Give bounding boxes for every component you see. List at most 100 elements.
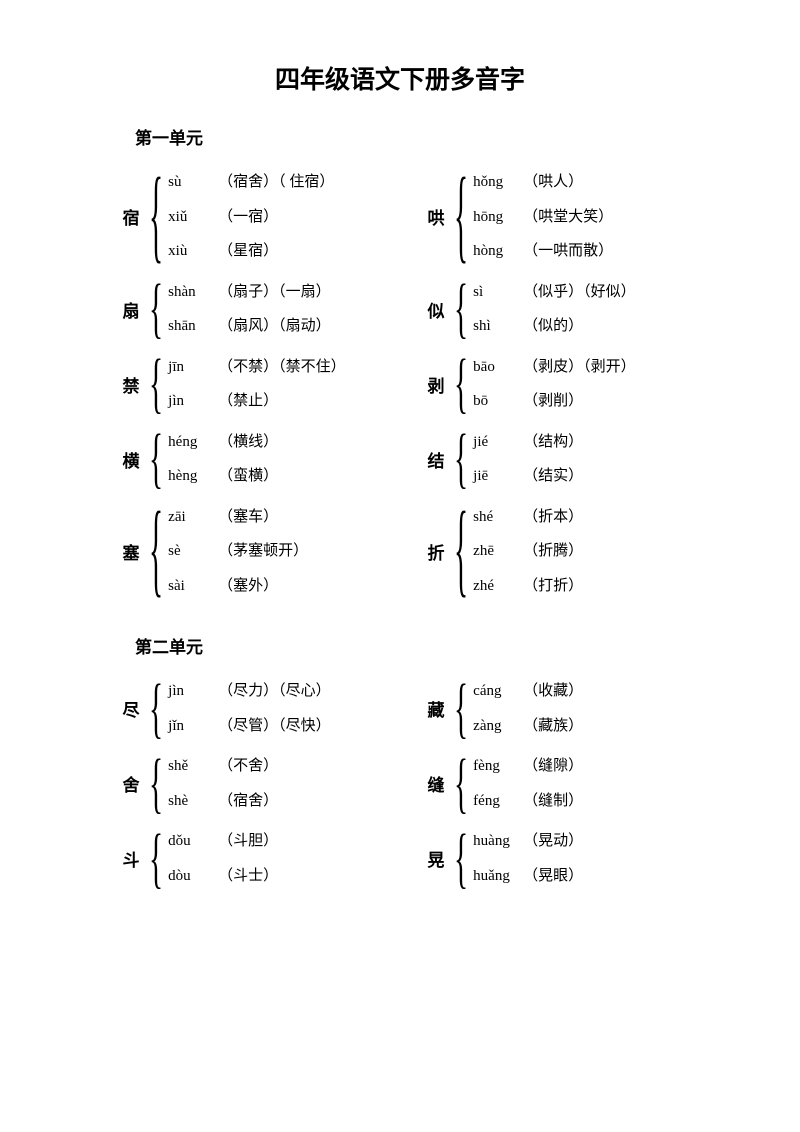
reading-line: jìn （尽力）（尽心） bbox=[168, 674, 331, 709]
reading-line: bāo （剥皮）（剥开） bbox=[473, 350, 636, 385]
brace-icon: { bbox=[149, 750, 163, 817]
brace-icon: { bbox=[454, 350, 468, 417]
examples: （折腾） bbox=[523, 534, 583, 569]
pinyin: shì bbox=[473, 309, 523, 344]
pinyin: jìn bbox=[168, 674, 218, 709]
character: 藏 bbox=[425, 696, 447, 721]
char-entry: 缝{fèng（缝隙）féng（缝制） bbox=[425, 749, 730, 818]
readings-list: fèng（缝隙）féng（缝制） bbox=[473, 749, 583, 818]
entry-row: 宿{sù（宿舍）（ 住宿）xiǔ（一宿）xiù（星宿）哄{hǒng（哄人）hōn… bbox=[70, 165, 730, 269]
brace-icon: { bbox=[149, 350, 163, 417]
reading-line: hòng（一哄而散） bbox=[473, 234, 613, 269]
examples: （塞外） bbox=[218, 569, 278, 604]
char-entry: 藏{cáng （收藏）zàng （藏族） bbox=[425, 674, 730, 743]
brace-icon: { bbox=[454, 750, 468, 817]
character: 似 bbox=[425, 297, 447, 322]
brace-icon: { bbox=[454, 825, 468, 892]
brace-icon: { bbox=[149, 275, 163, 342]
section-header: 第二单元 bbox=[135, 633, 730, 658]
pinyin: bāo bbox=[473, 350, 523, 385]
examples: （禁止） bbox=[218, 384, 278, 419]
reading-line: sài （塞外） bbox=[168, 569, 308, 604]
examples: （剥削） bbox=[523, 384, 583, 419]
reading-line: fèng（缝隙） bbox=[473, 749, 583, 784]
reading-line: jié （结构） bbox=[473, 425, 583, 460]
pinyin: dòu bbox=[168, 859, 218, 894]
char-entry: 似{sì （似乎）（好似）shì （似的） bbox=[425, 275, 730, 344]
examples: （宿舍） bbox=[218, 784, 278, 819]
examples: （剥皮）（剥开） bbox=[523, 350, 636, 385]
pinyin: sè bbox=[168, 534, 218, 569]
reading-line: shì （似的） bbox=[473, 309, 636, 344]
readings-list: jīn （不禁）（禁不住）jìn （禁止） bbox=[168, 350, 346, 419]
character: 结 bbox=[425, 447, 447, 472]
character: 禁 bbox=[120, 372, 142, 397]
char-entry: 折{shé （折本）zhē （折腾）zhé （打折） bbox=[425, 500, 730, 604]
pinyin: dǒu bbox=[168, 824, 218, 859]
examples: （蛮横） bbox=[218, 459, 278, 494]
readings-list: jié （结构）jiē （结实） bbox=[473, 425, 583, 494]
reading-line: shé （折本） bbox=[473, 500, 583, 535]
readings-list: sù（宿舍）（ 住宿）xiǔ（一宿）xiù（星宿） bbox=[168, 165, 334, 269]
reading-line: dǒu （斗胆） bbox=[168, 824, 278, 859]
examples: （藏族） bbox=[523, 709, 583, 744]
character: 扇 bbox=[120, 297, 142, 322]
brace-icon: { bbox=[454, 275, 468, 342]
reading-line: sù（宿舍）（ 住宿） bbox=[168, 165, 334, 200]
reading-line: féng（缝制） bbox=[473, 784, 583, 819]
character: 晃 bbox=[425, 846, 447, 871]
brace-icon: { bbox=[149, 825, 163, 892]
brace-icon: { bbox=[454, 675, 468, 742]
pinyin: shé bbox=[473, 500, 523, 535]
pinyin: xiù bbox=[168, 234, 218, 269]
examples: （斗士） bbox=[218, 859, 278, 894]
pinyin: shě bbox=[168, 749, 218, 784]
readings-list: jìn （尽力）（尽心）jǐn （尽管）（尽快） bbox=[168, 674, 331, 743]
entry-row: 扇{shàn（扇子）（一扇）shān（扇风）（扇动）似{sì （似乎）（好似）s… bbox=[70, 275, 730, 344]
character: 塞 bbox=[120, 539, 142, 564]
pinyin: zhē bbox=[473, 534, 523, 569]
examples: （斗胆） bbox=[218, 824, 278, 859]
examples: （一宿） bbox=[218, 200, 278, 235]
section: 第二单元尽{jìn （尽力）（尽心）jǐn （尽管）（尽快）藏{cáng （收藏… bbox=[70, 633, 730, 893]
content-area: 第一单元宿{sù（宿舍）（ 住宿）xiǔ（一宿）xiù（星宿）哄{hǒng（哄人… bbox=[70, 124, 730, 893]
reading-line: huǎng（晃眼） bbox=[473, 859, 583, 894]
examples: （宿舍）（ 住宿） bbox=[218, 165, 334, 200]
brace-icon: { bbox=[149, 675, 163, 742]
reading-line: shè （宿舍） bbox=[168, 784, 278, 819]
reading-line: huàng（晃动） bbox=[473, 824, 583, 859]
reading-line: xiù（星宿） bbox=[168, 234, 334, 269]
entry-row: 禁{jīn （不禁）（禁不住）jìn （禁止）剥{bāo （剥皮）（剥开）bō … bbox=[70, 350, 730, 419]
reading-line: jīn （不禁）（禁不住） bbox=[168, 350, 346, 385]
pinyin: jiē bbox=[473, 459, 523, 494]
entry-row: 尽{jìn （尽力）（尽心）jǐn （尽管）（尽快）藏{cáng （收藏）zàn… bbox=[70, 674, 730, 743]
character: 折 bbox=[425, 539, 447, 564]
reading-line: zàng （藏族） bbox=[473, 709, 583, 744]
character: 尽 bbox=[120, 696, 142, 721]
char-entry: 剥{bāo （剥皮）（剥开）bō （剥削） bbox=[425, 350, 730, 419]
readings-list: bāo （剥皮）（剥开）bō （剥削） bbox=[473, 350, 636, 419]
character: 宿 bbox=[120, 204, 142, 229]
examples: （横线） bbox=[218, 425, 278, 460]
pinyin: zhé bbox=[473, 569, 523, 604]
readings-list: zāi （塞车）sè （茅塞顿开）sài （塞外） bbox=[168, 500, 308, 604]
examples: （缝制） bbox=[523, 784, 583, 819]
char-entry: 舍{shě （不舍）shè （宿舍） bbox=[120, 749, 425, 818]
readings-list: huàng（晃动）huǎng（晃眼） bbox=[473, 824, 583, 893]
examples: （尽管）（尽快） bbox=[218, 709, 331, 744]
brace-icon: { bbox=[149, 499, 163, 604]
examples: （晃眼） bbox=[523, 859, 583, 894]
reading-line: shān（扇风）（扇动） bbox=[168, 309, 331, 344]
pinyin: zàng bbox=[473, 709, 523, 744]
reading-line: shàn（扇子）（一扇） bbox=[168, 275, 331, 310]
char-entry: 哄{hǒng（哄人）hōng（哄堂大笑）hòng（一哄而散） bbox=[425, 165, 730, 269]
examples: （似乎）（好似） bbox=[523, 275, 636, 310]
reading-line: zāi （塞车） bbox=[168, 500, 308, 535]
pinyin: jìn bbox=[168, 384, 218, 419]
page-title: 四年级语文下册多音字 bbox=[70, 60, 730, 96]
reading-line: xiǔ（一宿） bbox=[168, 200, 334, 235]
char-entry: 尽 {jìn （尽力）（尽心）jǐn （尽管）（尽快） bbox=[120, 674, 425, 743]
char-entry: 晃 {huàng（晃动）huǎng（晃眼） bbox=[425, 824, 730, 893]
examples: （收藏） bbox=[523, 674, 583, 709]
readings-list: shé （折本）zhē （折腾）zhé （打折） bbox=[473, 500, 583, 604]
